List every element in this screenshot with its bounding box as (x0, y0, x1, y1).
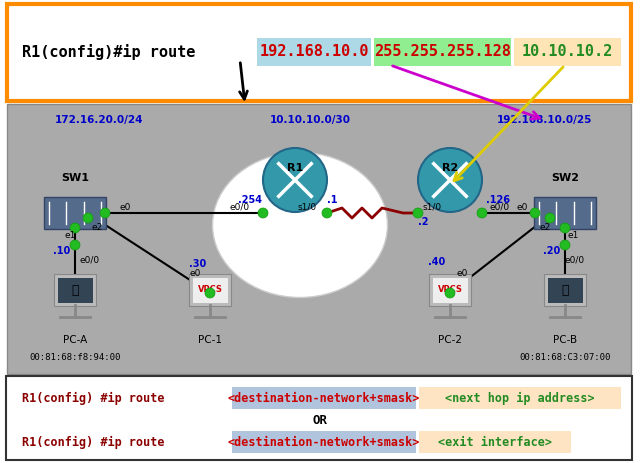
Text: <destination-network+smask>: <destination-network+smask> (228, 392, 420, 405)
FancyBboxPatch shape (6, 376, 632, 460)
Text: <next hop ip address>: <next hop ip address> (445, 391, 595, 405)
Circle shape (100, 208, 110, 218)
Text: e2: e2 (540, 224, 550, 232)
Text: R1(config) #ip route: R1(config) #ip route (22, 391, 172, 405)
Text: e0: e0 (189, 269, 201, 279)
Circle shape (322, 208, 332, 218)
Text: .40: .40 (428, 257, 445, 267)
Text: 255.255.255.128: 255.255.255.128 (374, 44, 511, 60)
Text: 192.168.10.0: 192.168.10.0 (259, 44, 369, 60)
FancyBboxPatch shape (232, 431, 416, 453)
FancyBboxPatch shape (7, 4, 631, 101)
Text: .10: .10 (53, 246, 70, 256)
Circle shape (418, 148, 482, 212)
Circle shape (560, 223, 570, 233)
Text: 10.10.10.0/30: 10.10.10.0/30 (238, 386, 319, 396)
Text: R2: R2 (442, 163, 458, 173)
Circle shape (530, 208, 540, 218)
Circle shape (413, 208, 423, 218)
Text: VPCS: VPCS (198, 286, 223, 294)
Text: e0: e0 (119, 202, 131, 212)
Text: PC-2: PC-2 (438, 335, 462, 345)
FancyBboxPatch shape (58, 277, 93, 302)
Text: <exit interface>: <exit interface> (438, 436, 552, 449)
FancyBboxPatch shape (547, 277, 582, 302)
Text: s1/0: s1/0 (298, 202, 317, 212)
Circle shape (445, 288, 455, 298)
Text: .30: .30 (189, 259, 207, 269)
Text: e0/0: e0/0 (565, 256, 585, 264)
Text: 00:81:68:C3:07:00: 00:81:68:C3:07:00 (519, 353, 611, 363)
Text: SW1: SW1 (61, 173, 89, 183)
Text: e1: e1 (567, 232, 579, 240)
Text: 10.10.10.0/30: 10.10.10.0/30 (269, 115, 351, 125)
Text: .1: .1 (327, 195, 337, 205)
Text: SW2: SW2 (551, 173, 579, 183)
Circle shape (83, 213, 93, 223)
Text: 🐧: 🐧 (71, 283, 79, 296)
FancyBboxPatch shape (534, 197, 596, 229)
Text: .2: .2 (418, 217, 428, 227)
Text: e0/0: e0/0 (490, 202, 510, 212)
Text: PC-B: PC-B (553, 335, 577, 345)
Text: e0: e0 (456, 269, 468, 279)
Text: e1: e1 (64, 232, 76, 240)
FancyBboxPatch shape (514, 38, 621, 66)
Text: PC-1: PC-1 (198, 335, 222, 345)
Circle shape (258, 208, 268, 218)
FancyBboxPatch shape (433, 277, 467, 302)
Text: s1/0: s1/0 (422, 202, 442, 212)
Text: .254: .254 (238, 195, 262, 205)
Circle shape (263, 148, 327, 212)
Circle shape (70, 240, 80, 250)
FancyBboxPatch shape (419, 387, 621, 409)
FancyBboxPatch shape (374, 38, 511, 66)
Text: 172.16.20.0/24: 172.16.20.0/24 (55, 115, 143, 125)
FancyBboxPatch shape (257, 38, 371, 66)
Text: 192.168.10.0/25: 192.168.10.0/25 (464, 386, 560, 396)
Text: .20: .20 (543, 246, 561, 256)
Text: e2: e2 (92, 224, 102, 232)
FancyBboxPatch shape (54, 274, 96, 306)
FancyBboxPatch shape (7, 104, 631, 374)
Text: VPCS: VPCS (438, 286, 463, 294)
Text: 10.10.10.2: 10.10.10.2 (522, 44, 613, 60)
Text: OR: OR (312, 413, 328, 426)
Text: 192.168.10.0/25: 192.168.10.0/25 (497, 115, 593, 125)
Text: <destination-network+smask>: <destination-network+smask> (228, 436, 420, 449)
Text: e0: e0 (516, 202, 528, 212)
FancyBboxPatch shape (232, 387, 416, 409)
Text: e0/0: e0/0 (230, 202, 250, 212)
Text: R1: R1 (287, 163, 303, 173)
Text: e0/0: e0/0 (80, 256, 100, 264)
Text: 🐧: 🐧 (561, 283, 569, 296)
Text: R1(config)#ip route: R1(config)#ip route (22, 44, 205, 60)
Text: PC-A: PC-A (63, 335, 87, 345)
Text: 00:81:68:f8:94:00: 00:81:68:f8:94:00 (29, 353, 121, 363)
FancyBboxPatch shape (193, 277, 227, 302)
Text: R1(config) #ip route: R1(config) #ip route (22, 436, 172, 449)
Circle shape (205, 288, 215, 298)
Circle shape (560, 240, 570, 250)
FancyBboxPatch shape (429, 274, 471, 306)
Circle shape (70, 223, 80, 233)
Text: 172.16.20.0/24: 172.16.20.0/24 (10, 386, 99, 396)
FancyBboxPatch shape (419, 431, 571, 453)
Text: .126: .126 (486, 195, 510, 205)
Circle shape (545, 213, 555, 223)
FancyBboxPatch shape (44, 197, 106, 229)
Ellipse shape (212, 152, 387, 298)
FancyBboxPatch shape (544, 274, 586, 306)
Circle shape (477, 208, 487, 218)
FancyBboxPatch shape (189, 274, 231, 306)
